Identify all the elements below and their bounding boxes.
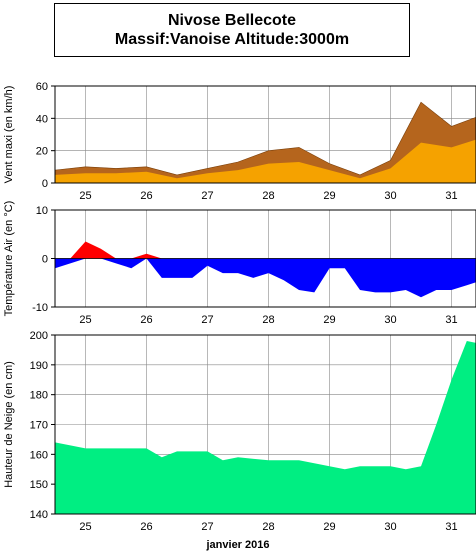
- plot-frame: [54, 85, 476, 184]
- temperature-day-label: 26: [140, 314, 152, 326]
- wind-mean-area: [55, 139, 476, 183]
- x-axis-labels: 25 26 27 28 29 30 31 25 26 27 28 29 30 31 25 26 27 28 29 30…: [79, 190, 457, 551]
- y-tick-label: 10: [36, 205, 48, 217]
- wind-y-label: Vent maxi (en km/h): [3, 86, 15, 184]
- y-tick-label: 40: [36, 113, 48, 125]
- snow-day-label: 28: [262, 521, 274, 533]
- massif-title: Massif:Vanoise Altitude:3000m: [114, 31, 350, 48]
- wind-day-label: 30: [384, 190, 396, 202]
- temperature-day-label: 28: [262, 314, 274, 326]
- plot-frame: [54, 334, 476, 515]
- temperature-day-label: 30: [384, 314, 396, 326]
- temperature-y-label: Température Air (en °C): [3, 201, 15, 317]
- plot-frame: [54, 209, 476, 308]
- temperature-warm-area: [55, 241, 476, 259]
- station-title: Nivose Bellecote: [167, 12, 297, 29]
- y-tick-label: 160: [30, 449, 48, 461]
- temperature-cold-area: [55, 258, 476, 298]
- y-tick-label: 140: [30, 509, 48, 521]
- temperature-day-label: 27: [201, 314, 213, 326]
- wind-day-label: 26: [140, 190, 152, 202]
- wind-day-label: 27: [201, 190, 213, 202]
- temperature-day-label: 29: [323, 314, 335, 326]
- wind-day-label: 31: [445, 190, 457, 202]
- y-tick-label: 20: [36, 146, 48, 158]
- wind-day-label: 25: [79, 190, 91, 202]
- wind-day-label: 28: [262, 190, 274, 202]
- snow-day-label: 31: [445, 521, 457, 533]
- snow-day-label: 30: [384, 521, 396, 533]
- y-tick-label: 180: [30, 390, 48, 402]
- temperature-panel: -10 0 10 Température Air (en °C): [3, 201, 476, 317]
- y-tick-label: 190: [30, 360, 48, 372]
- temperature-day-label: 25: [79, 314, 91, 326]
- snow-y-label: Hauteur de Neige (en cm): [3, 361, 15, 488]
- y-tick-label: 200: [30, 330, 48, 342]
- chart-title-box: Nivose Bellecote Massif:Vanoise Altitude…: [54, 3, 410, 57]
- y-tick-label: 0: [42, 178, 48, 190]
- y-tick-label: 60: [36, 81, 48, 93]
- y-tick-label: -10: [32, 302, 48, 314]
- snow-day-label: 29: [323, 521, 335, 533]
- y-tick-label: 0: [42, 254, 48, 266]
- snow-depth-panel: 140 150 160 170 180 190 200 Hauteur de Neige (e…: [3, 330, 476, 521]
- wind-day-label: 29: [323, 190, 335, 202]
- month-label: janvier 2016: [206, 539, 270, 551]
- y-tick-label: 170: [30, 420, 48, 432]
- snow-day-label: 26: [140, 521, 152, 533]
- snow-depth-area: [55, 341, 476, 514]
- wind-panel: 0 20 40 60 Vent maxi (en km/h): [3, 81, 476, 190]
- temperature-day-label: 31: [445, 314, 457, 326]
- snow-day-label: 27: [201, 521, 213, 533]
- y-tick-label: 150: [30, 479, 48, 491]
- snow-day-label: 25: [79, 521, 91, 533]
